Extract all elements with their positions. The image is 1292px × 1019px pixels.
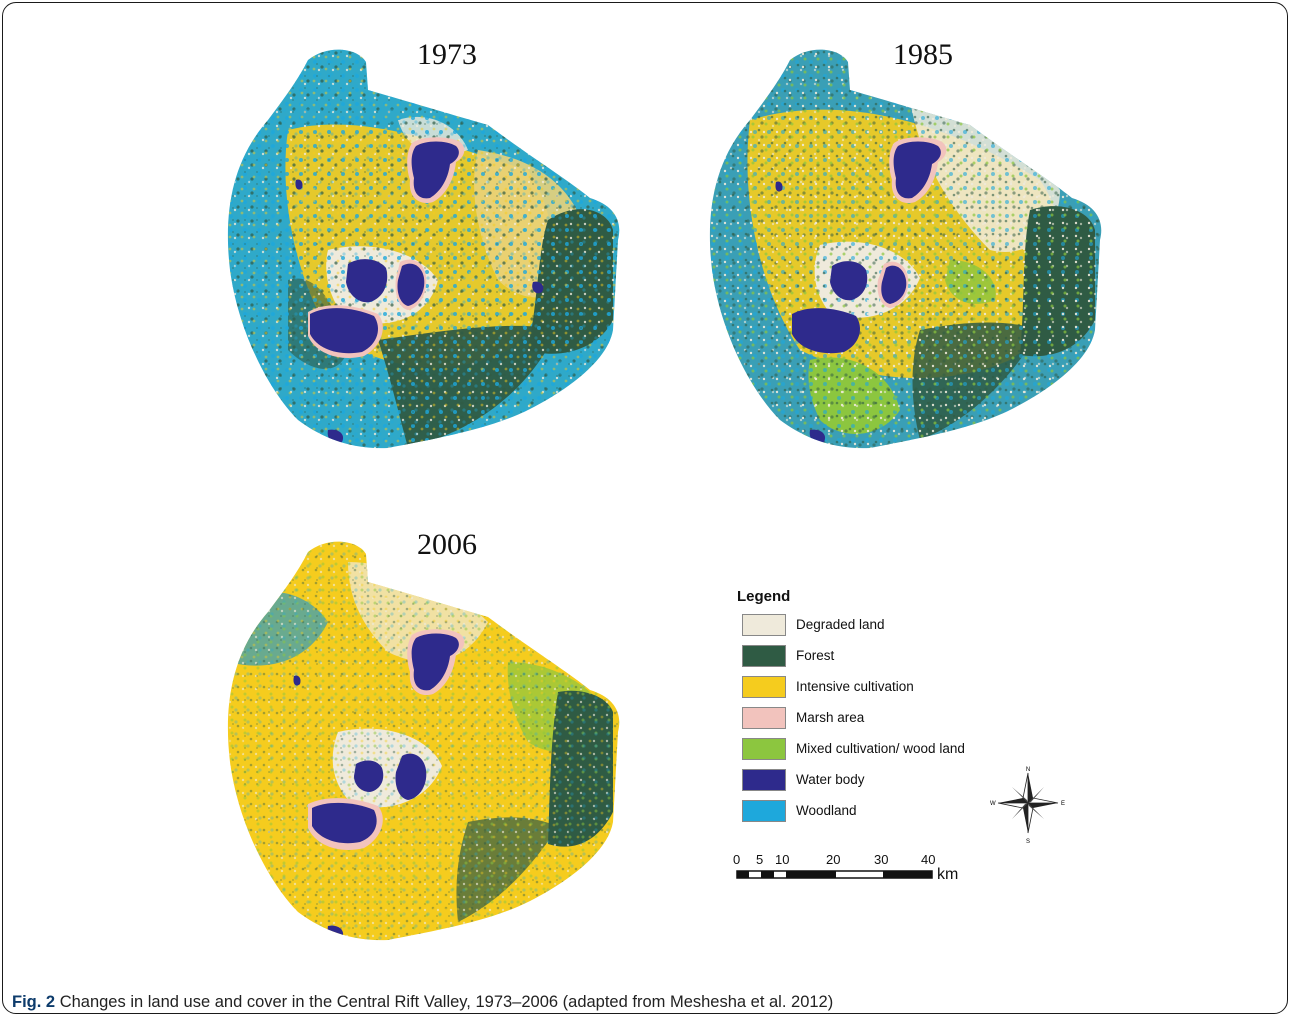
legend-item-intensive-cultivation: Intensive cultivation <box>737 671 1037 702</box>
legend-swatch <box>742 737 786 760</box>
legend-item-mixed-cultivation: Mixed cultivation/ wood land <box>737 733 1037 764</box>
figure-caption-text: Changes in land use and cover in the Cen… <box>59 993 834 1011</box>
figure-caption: Fig. 2 Changes in land use and cover in … <box>12 993 833 1012</box>
legend-label: Woodland <box>796 803 857 818</box>
lake-shala <box>310 308 378 354</box>
map-panel-1973 <box>227 49 620 449</box>
compass-label-w: W <box>990 801 996 807</box>
lake-abijata <box>397 263 425 306</box>
scale-tick-0: 0 <box>733 852 741 867</box>
legend-swatch <box>742 613 786 636</box>
map-panel-1985 <box>709 49 1102 449</box>
legend-label: Marsh area <box>796 710 865 725</box>
lake-abijata <box>395 753 427 800</box>
legend-item-marsh-area: Marsh area <box>737 702 1037 733</box>
map-panel-2006 <box>227 541 620 941</box>
lake-shala <box>312 802 377 844</box>
legend-swatch <box>742 706 786 729</box>
lake-langano <box>830 261 868 301</box>
legend-label: Water body <box>796 772 865 787</box>
legend-item-degraded-land: Degraded land <box>737 609 1037 640</box>
legend-item-woodland: Woodland <box>737 795 1037 826</box>
lake-ziway <box>411 633 459 691</box>
lake-ziway <box>411 141 459 199</box>
panel-year-1973: 1973 <box>417 38 477 71</box>
legend-swatch <box>742 644 786 667</box>
legend-label: Mixed cultivation/ wood land <box>796 741 965 756</box>
legend-item-water-body: Water body <box>737 764 1037 795</box>
legend-item-forest: Forest <box>737 640 1037 671</box>
north-arrow-compass-rose-icon: N E S W <box>990 767 1065 845</box>
legend-title: Legend <box>737 588 791 605</box>
scale-tick-30: 30 <box>874 852 889 867</box>
lake-ziway <box>893 141 941 199</box>
legend: Legend Degraded land Forest Intensive cu… <box>737 588 1037 826</box>
compass-label-e: E <box>1061 801 1065 807</box>
lake-abijata <box>881 265 907 304</box>
legend-label: Intensive cultivation <box>796 679 914 694</box>
scale-bar <box>736 870 933 879</box>
lake-langano <box>354 760 384 792</box>
legend-label: Degraded land <box>796 617 885 632</box>
legend-swatch <box>742 675 786 698</box>
compass-label-n: N <box>1026 767 1030 773</box>
legend-swatch <box>742 799 786 822</box>
scale-tick-5: 5 <box>756 852 764 867</box>
lake-shala <box>792 308 860 354</box>
lake-langano <box>346 259 388 303</box>
scale-tick-20: 20 <box>826 852 841 867</box>
panel-year-2006: 2006 <box>417 528 477 561</box>
scale-unit: km <box>937 866 959 883</box>
panel-year-1985: 1985 <box>893 38 953 71</box>
figure-label: Fig. 2 <box>12 993 56 1011</box>
scale-tick-10: 10 <box>775 852 790 867</box>
compass-label-s: S <box>1026 839 1030 845</box>
scale-tick-40: 40 <box>921 852 936 867</box>
legend-label: Forest <box>796 648 835 663</box>
legend-swatch <box>742 768 786 791</box>
